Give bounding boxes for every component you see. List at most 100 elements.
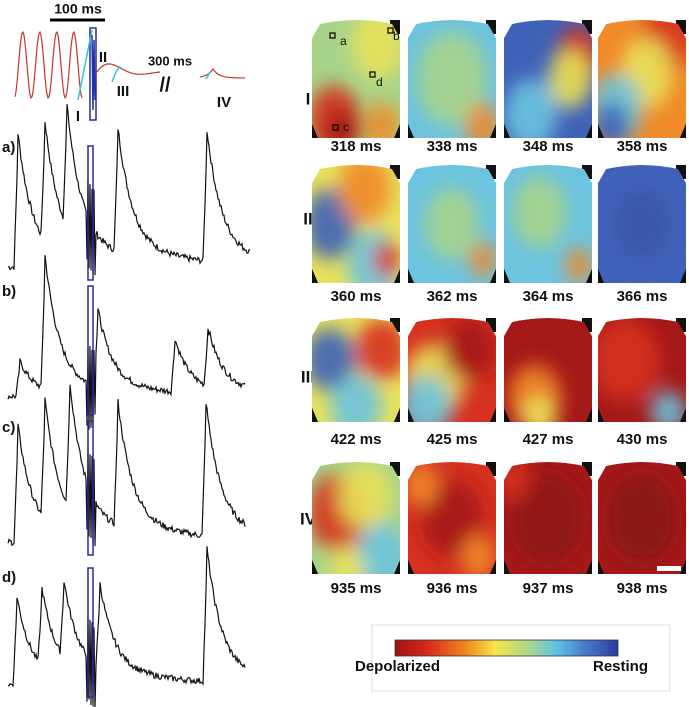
map-region: [329, 546, 365, 574]
colorbar-min-label: Depolarized: [355, 658, 440, 675]
traces: [7, 104, 251, 707]
trace-label: a): [2, 139, 15, 156]
site-label: d: [376, 75, 383, 89]
map-frame: [390, 318, 400, 332]
map-blobs: [425, 188, 496, 278]
map-frame: [582, 165, 592, 179]
map-blobs: [312, 318, 400, 422]
map-blobs: [504, 462, 584, 563]
break-mark: //: [159, 74, 171, 96]
activation-map: [598, 462, 686, 574]
activation-map: [598, 20, 686, 138]
map-region: [460, 534, 496, 574]
activation-map: [312, 318, 400, 422]
trace-cyan: [77, 29, 93, 101]
colorbar-max-label: Resting: [593, 658, 648, 675]
map-blobs: [312, 165, 400, 283]
activation-map: [408, 165, 496, 283]
map-region: [312, 328, 357, 391]
time-label: 935 ms: [331, 580, 382, 597]
activation-map: [598, 165, 686, 283]
trace-red: [199, 67, 246, 79]
activation-map: [408, 462, 496, 574]
map-region: [565, 247, 592, 283]
trace: [7, 384, 246, 547]
row-label: II: [303, 209, 312, 228]
activation-map: [504, 20, 592, 138]
activation-map: [312, 20, 400, 138]
site-label: b: [393, 29, 400, 43]
map-region: [373, 241, 400, 278]
site-marker: [329, 32, 336, 39]
window-box: [87, 285, 94, 416]
site-label: a: [340, 34, 347, 48]
map-region: [521, 396, 557, 422]
map-region: [615, 188, 669, 260]
map-region: [338, 165, 392, 225]
time-label: 348 ms: [523, 138, 574, 155]
row-label: I: [306, 89, 311, 108]
trace-cyan: [205, 71, 211, 80]
activation-map: [408, 318, 496, 422]
time-label: 936 ms: [427, 580, 478, 597]
map-region: [443, 318, 496, 381]
window-box: [89, 27, 97, 121]
time-label: 362 ms: [427, 288, 478, 305]
map-frame: [390, 20, 400, 34]
map-frame: [676, 462, 686, 476]
map-region: [416, 31, 488, 127]
map-frame: [390, 462, 400, 476]
map-region: [421, 478, 483, 558]
window-box: [87, 145, 94, 281]
gap-label: 300 ms: [148, 53, 192, 68]
map-blobs: [508, 364, 562, 422]
time-label: 360 ms: [331, 288, 382, 305]
map-region: [408, 462, 439, 507]
time-label: 422 ms: [331, 431, 382, 448]
map-blobs: [408, 462, 496, 574]
window-box: [87, 567, 94, 698]
phase-label: IV: [217, 94, 231, 111]
map-frame: [390, 165, 400, 179]
trace-red: [96, 63, 161, 75]
map-region: [548, 49, 592, 109]
map-blobs: [312, 20, 400, 138]
trace-label: c): [2, 419, 15, 436]
window-box: [87, 420, 94, 556]
phase-label: II: [99, 49, 107, 66]
map-blobs: [598, 318, 686, 422]
map-region: [512, 176, 566, 248]
time-label: 358 ms: [617, 138, 668, 155]
map-frame: [486, 20, 496, 34]
site-marker: [369, 71, 376, 78]
map-frame: [582, 20, 592, 34]
scale-label: 100 ms: [54, 1, 102, 17]
map-region: [351, 20, 400, 79]
map-frame: [676, 20, 686, 34]
colorbar-frame: [371, 624, 671, 692]
map-region: [504, 79, 557, 138]
trace: [7, 546, 246, 707]
map-region: [408, 375, 453, 422]
activation-map: [312, 165, 400, 283]
trace-label: d): [2, 569, 16, 586]
map-region: [364, 102, 400, 138]
time-label: 425 ms: [427, 431, 478, 448]
map-frame: [582, 462, 592, 476]
trace: [7, 104, 251, 276]
map-region: [512, 473, 584, 563]
activation-map: [504, 165, 592, 283]
time-label: 338 ms: [427, 138, 478, 155]
scale-bar: [657, 566, 681, 571]
map-region: [338, 462, 392, 530]
time-label: 364 ms: [523, 288, 574, 305]
activation-map: [504, 318, 592, 422]
map-frame: [486, 165, 496, 179]
map-region: [356, 318, 400, 381]
map-region: [356, 523, 400, 574]
time-label: 427 ms: [523, 431, 574, 448]
map-region: [606, 473, 678, 563]
map-region: [325, 108, 361, 138]
activation-map: [312, 462, 400, 574]
